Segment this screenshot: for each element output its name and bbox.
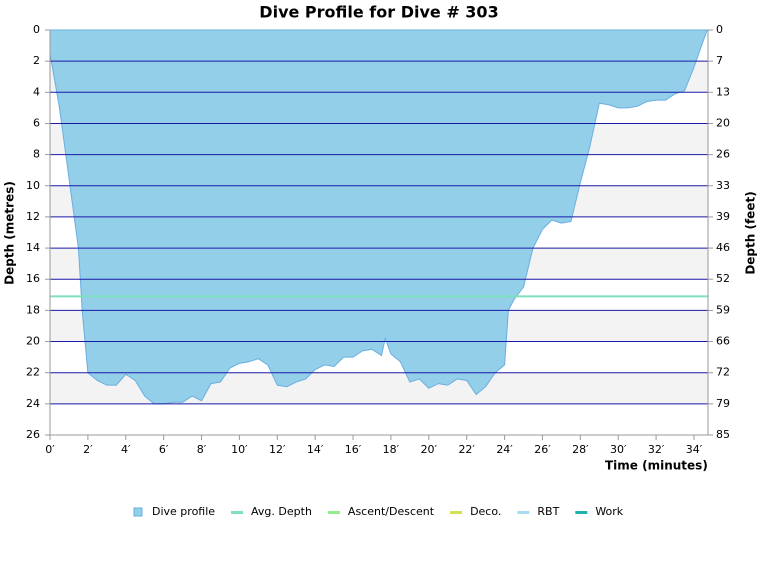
y2-tick-label: 59	[716, 303, 730, 316]
x-tick-label: 20′	[421, 443, 438, 456]
y2-tick-label: 79	[716, 397, 730, 410]
y2-tick-label: 7	[716, 54, 723, 67]
y2-tick-label: 0	[716, 23, 723, 36]
x-tick-label: 34′	[686, 443, 703, 456]
y-tick-label: 16	[26, 272, 40, 285]
y2-tick-label: 33	[716, 179, 730, 192]
y2-axis-label: Depth (feet)	[744, 191, 758, 274]
x-tick-label: 16′	[345, 443, 362, 456]
legend-marker	[517, 511, 530, 514]
y2-tick-label: 13	[716, 85, 730, 98]
y2-tick-label: 39	[716, 210, 730, 223]
y2-tick-label: 52	[716, 272, 730, 285]
y-axis-label: Depth (metres)	[3, 181, 17, 285]
x-tick-label: 26′	[534, 443, 551, 456]
legend-label: Deco.	[470, 505, 501, 518]
y2-tick-label: 20	[716, 116, 730, 129]
legend-label: Dive profile	[152, 505, 215, 518]
legend-label: Work	[595, 505, 623, 518]
x-axis-label: Time (minutes)	[605, 459, 708, 473]
legend-label: Avg. Depth	[251, 505, 312, 518]
x-tick-label: 4′	[121, 443, 131, 456]
legend-marker	[575, 511, 588, 514]
legend-marker	[327, 511, 340, 514]
legend-marker	[231, 511, 244, 514]
x-tick-label: 14′	[307, 443, 324, 456]
x-tick-label: 0′	[45, 443, 55, 456]
y-tick-label: 4	[33, 85, 40, 98]
x-tick-label: 12′	[269, 443, 286, 456]
y-tick-label: 12	[26, 210, 40, 223]
legend-marker	[450, 511, 463, 514]
y-tick-label: 14	[26, 241, 40, 254]
x-tick-label: 18′	[383, 443, 400, 456]
y-tick-label: 22	[26, 366, 40, 379]
x-tick-label: 2′	[83, 443, 93, 456]
x-tick-label: 22′	[458, 443, 475, 456]
y2-tick-label: 85	[716, 428, 730, 441]
y-tick-label: 24	[26, 397, 40, 410]
x-tick-label: 24′	[496, 443, 513, 456]
legend-label: Ascent/Descent	[348, 505, 435, 518]
y-tick-label: 26	[26, 428, 40, 441]
chart-title: Dive Profile for Dive # 303	[259, 3, 498, 22]
y2-tick-label: 72	[716, 366, 730, 379]
x-tick-label: 32′	[648, 443, 665, 456]
y-tick-label: 6	[33, 116, 40, 129]
x-tick-label: 10′	[231, 443, 248, 456]
y-tick-label: 20	[26, 335, 40, 348]
y-tick-label: 0	[33, 23, 40, 36]
x-tick-label: 30′	[610, 443, 627, 456]
x-tick-label: 8′	[197, 443, 207, 456]
y-tick-label: 8	[33, 148, 40, 161]
y-tick-label: 18	[26, 303, 40, 316]
y2-tick-label: 66	[716, 335, 730, 348]
y2-tick-label: 26	[716, 148, 730, 161]
x-tick-label: 6′	[159, 443, 169, 456]
y-tick-label: 2	[33, 54, 40, 67]
y2-tick-label: 46	[716, 241, 730, 254]
x-tick-label: 28′	[572, 443, 589, 456]
y-tick-label: 10	[26, 179, 40, 192]
legend-marker	[133, 507, 143, 517]
legend-label: RBT	[537, 505, 559, 518]
